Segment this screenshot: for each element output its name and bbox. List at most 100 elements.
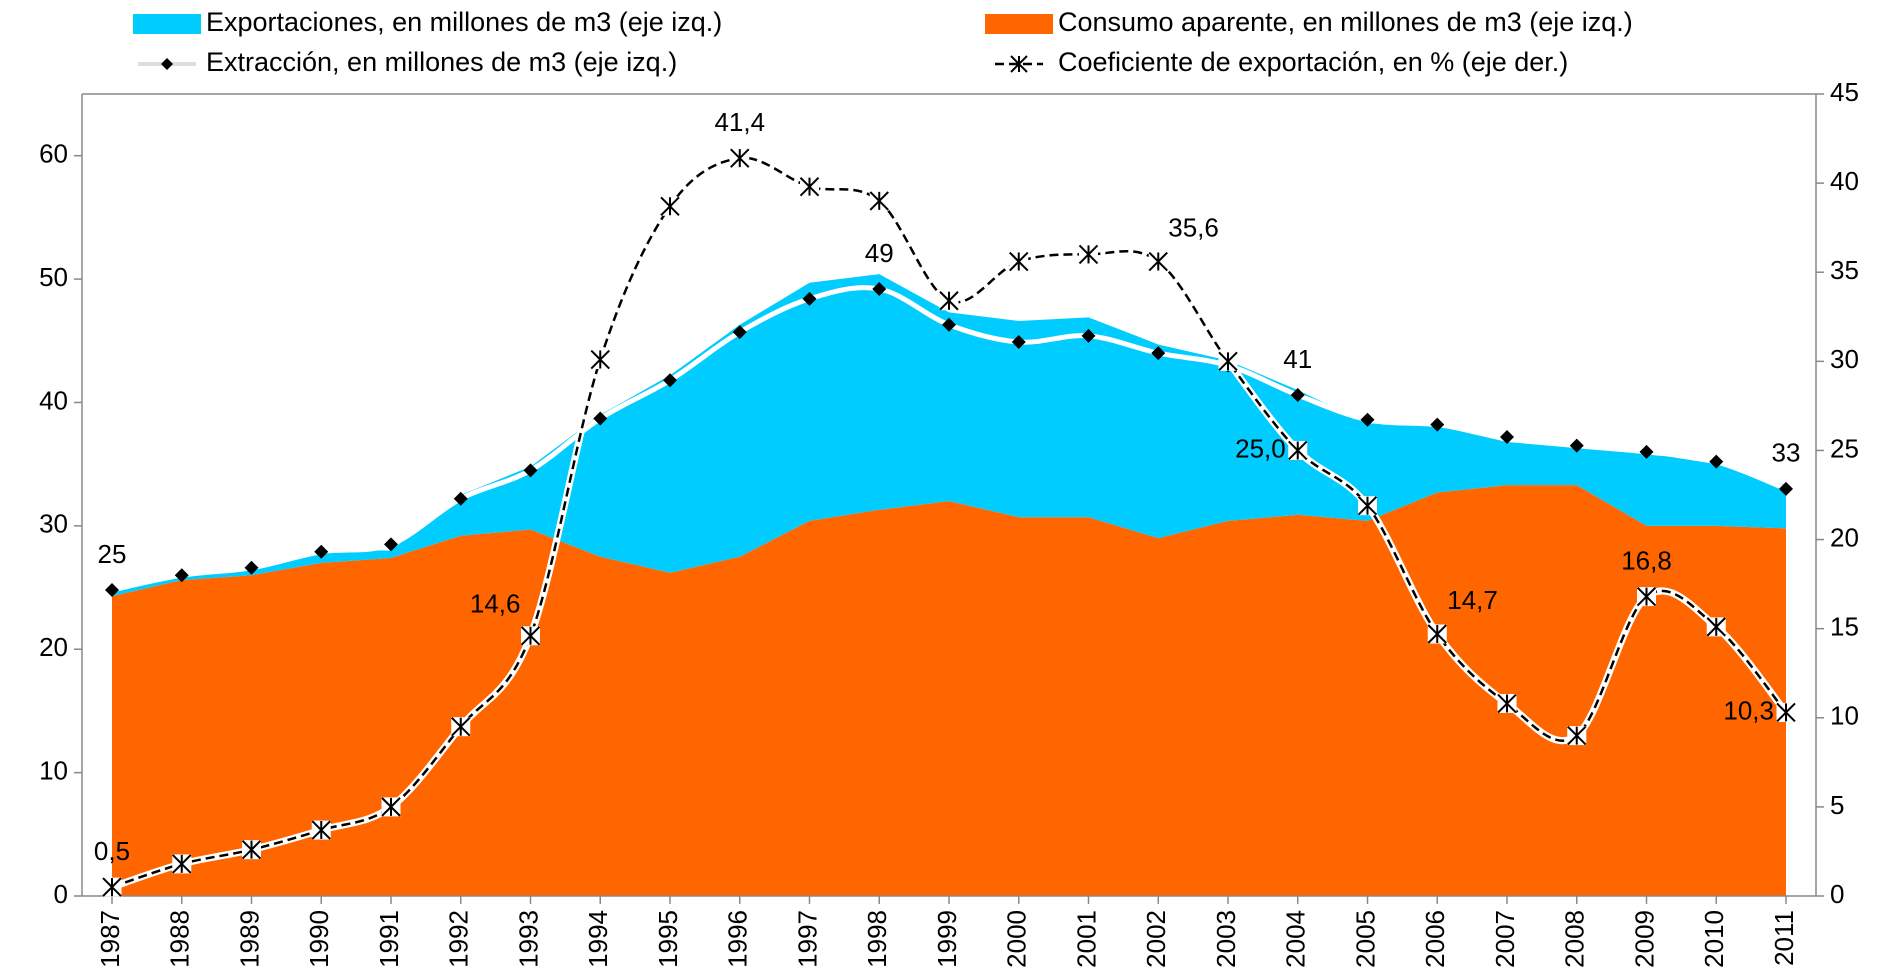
x-tick-label: 2003 bbox=[1211, 910, 1241, 968]
marker bbox=[105, 583, 119, 598]
marker bbox=[174, 568, 189, 583]
marker-part bbox=[1567, 725, 1587, 746]
marker bbox=[1427, 624, 1447, 644]
legend-label: Exportaciones, en millones de m3 (eje iz… bbox=[206, 7, 722, 37]
marker bbox=[869, 191, 889, 211]
marker bbox=[1706, 617, 1726, 637]
x-tick-label: 1988 bbox=[165, 910, 195, 968]
marker bbox=[1636, 586, 1657, 607]
marker bbox=[311, 820, 331, 840]
marker-part bbox=[1636, 586, 1657, 607]
marker-part bbox=[660, 196, 680, 216]
marker bbox=[384, 537, 398, 552]
x-tick-label: 1997 bbox=[792, 910, 822, 968]
y-tick-label: 60 bbox=[39, 139, 68, 169]
data-label: 0,5 bbox=[94, 836, 130, 866]
marker bbox=[1776, 702, 1796, 723]
y-tick-label: 0 bbox=[54, 879, 68, 909]
data-label: 25,0 bbox=[1235, 433, 1286, 463]
marker bbox=[1081, 328, 1096, 343]
marker bbox=[172, 854, 192, 874]
marker bbox=[381, 797, 401, 817]
y-tick-label: 20 bbox=[39, 632, 68, 662]
marker bbox=[523, 463, 538, 478]
marker-part bbox=[311, 820, 331, 840]
marker bbox=[241, 839, 262, 860]
marker bbox=[1500, 430, 1514, 445]
marker bbox=[1639, 444, 1654, 459]
marker-part bbox=[1706, 617, 1726, 637]
data-label: 49 bbox=[865, 238, 894, 268]
data-label: 41,4 bbox=[714, 107, 765, 137]
marker-part bbox=[102, 877, 122, 897]
data-label: 16,8 bbox=[1621, 545, 1672, 575]
marker bbox=[660, 196, 680, 216]
marker bbox=[593, 411, 608, 426]
marker-part bbox=[1288, 440, 1308, 461]
marker bbox=[872, 281, 887, 296]
marker-part bbox=[520, 626, 541, 646]
x-tick-label: 1992 bbox=[444, 910, 474, 968]
x-tick-label: 2009 bbox=[1629, 910, 1659, 968]
marker bbox=[102, 877, 122, 897]
marker bbox=[730, 148, 750, 168]
marker bbox=[244, 560, 259, 575]
x-tick-label: 2007 bbox=[1490, 910, 1520, 968]
marker bbox=[1357, 495, 1378, 516]
y2-tick-label: 10 bbox=[1830, 701, 1859, 731]
x-tick-label: 2000 bbox=[1002, 910, 1032, 968]
x-tick-label: 1991 bbox=[374, 910, 404, 968]
marker bbox=[1709, 454, 1724, 469]
marker bbox=[520, 626, 541, 646]
marker-part bbox=[799, 176, 820, 197]
marker-part bbox=[1148, 251, 1168, 272]
marker bbox=[1290, 388, 1305, 403]
marker bbox=[314, 544, 329, 559]
marker bbox=[451, 716, 471, 737]
y2-tick-label: 45 bbox=[1830, 77, 1859, 107]
y2-tick-label: 30 bbox=[1830, 344, 1859, 374]
y2-tick-label: 5 bbox=[1830, 790, 1844, 820]
marker bbox=[799, 176, 820, 197]
data-label: 35,6 bbox=[1168, 212, 1219, 242]
x-tick-label: 2006 bbox=[1420, 910, 1450, 968]
legend-marker bbox=[1010, 55, 1028, 73]
x-tick-label: 1993 bbox=[513, 910, 543, 968]
marker bbox=[802, 291, 817, 306]
marker-part bbox=[1218, 351, 1238, 372]
marker-part bbox=[381, 797, 401, 817]
x-tick-label: 2008 bbox=[1560, 910, 1590, 968]
legend-swatch bbox=[985, 14, 1053, 34]
marker bbox=[1011, 335, 1026, 350]
y-tick-label: 30 bbox=[39, 509, 68, 539]
y-tick-label: 50 bbox=[39, 262, 68, 292]
data-label: 14,6 bbox=[470, 589, 521, 619]
marker-part bbox=[1078, 244, 1099, 265]
y2-tick-label: 35 bbox=[1830, 255, 1859, 285]
marker-part bbox=[451, 716, 471, 737]
marker bbox=[732, 325, 747, 340]
marker bbox=[1430, 417, 1445, 432]
marker-part bbox=[1357, 495, 1378, 516]
y2-tick-label: 0 bbox=[1830, 879, 1844, 909]
marker-part bbox=[1427, 624, 1447, 644]
legend-label: Consumo aparente, en millones de m3 (eje… bbox=[1058, 7, 1633, 37]
x-tick-label: 1999 bbox=[932, 910, 962, 968]
data-label: 33 bbox=[1772, 438, 1801, 468]
x-tick-label: 2005 bbox=[1350, 910, 1380, 968]
y2-tick-label: 15 bbox=[1830, 612, 1859, 642]
x-tick-label: 2004 bbox=[1281, 910, 1311, 968]
marker bbox=[1218, 351, 1238, 372]
x-tick-label: 1990 bbox=[304, 910, 334, 968]
x-tick-label: 1994 bbox=[583, 910, 613, 968]
marker bbox=[1148, 251, 1168, 272]
x-tick-label: 2001 bbox=[1071, 910, 1101, 968]
marker-part bbox=[730, 148, 750, 168]
marker bbox=[1497, 693, 1517, 714]
marker bbox=[453, 491, 468, 506]
marker bbox=[1360, 412, 1375, 427]
marker bbox=[663, 373, 677, 388]
x-tick-label: 1987 bbox=[95, 910, 125, 968]
marker bbox=[1151, 346, 1166, 361]
